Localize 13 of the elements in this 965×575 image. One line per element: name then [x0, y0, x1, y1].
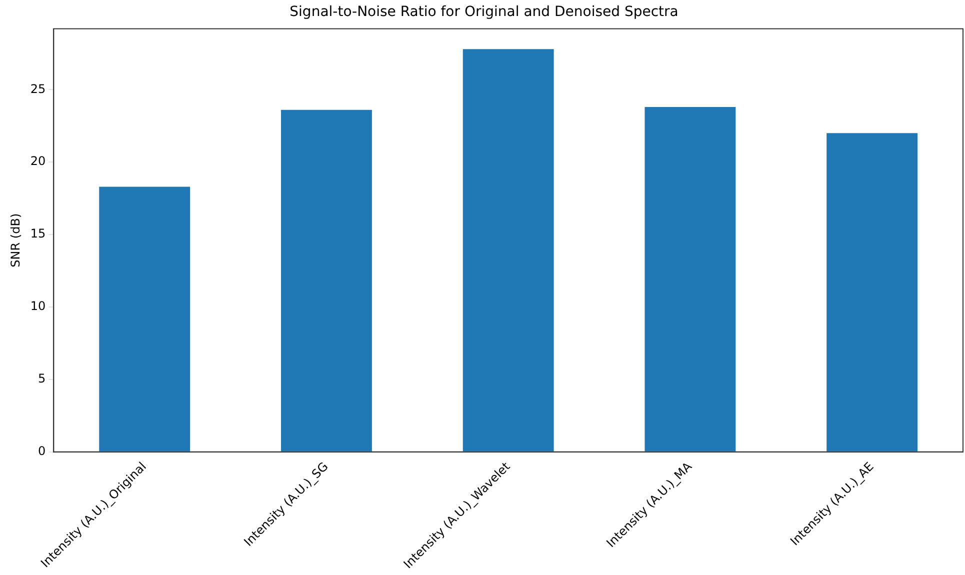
- y-tick-label: 10: [30, 299, 46, 314]
- bar: [99, 186, 190, 452]
- bar: [281, 110, 372, 452]
- chart-title: Signal-to-Noise Ratio for Original and Denoised Spectra: [290, 4, 678, 20]
- bar: [644, 107, 736, 452]
- y-tick-label: 5: [38, 372, 46, 386]
- bar: [462, 49, 554, 452]
- y-tick-label: 25: [30, 82, 46, 96]
- bar: [826, 133, 918, 452]
- y-tick-label: 20: [30, 154, 46, 168]
- y-axis-title: SNR (dB): [8, 213, 22, 268]
- y-tick-label: 15: [30, 226, 46, 241]
- y-tick-label: 0: [38, 444, 46, 458]
